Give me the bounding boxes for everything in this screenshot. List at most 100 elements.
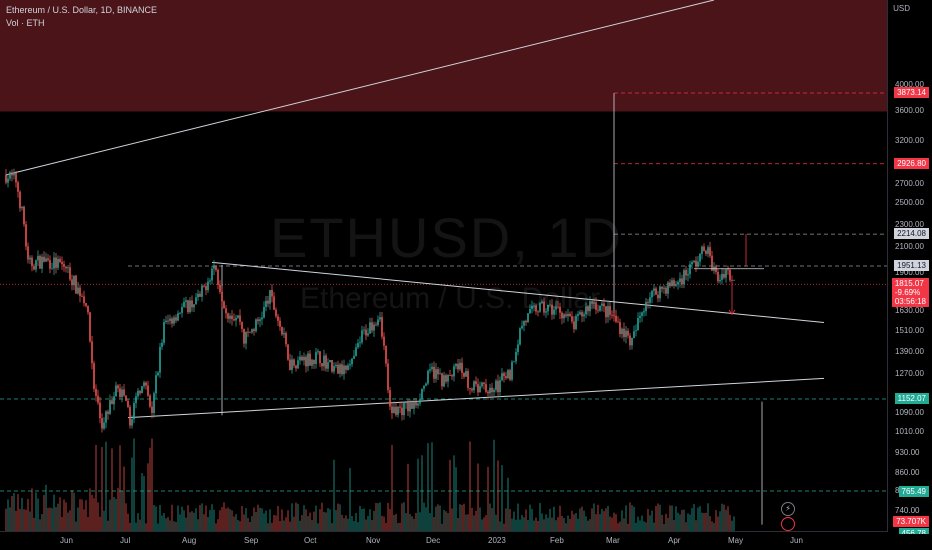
volume-bar bbox=[245, 508, 247, 532]
candle-body bbox=[77, 287, 79, 294]
tag-volume-current: 73.707K bbox=[893, 516, 929, 527]
volume-bar bbox=[307, 516, 309, 532]
volume-bar bbox=[401, 503, 403, 532]
volume-bar bbox=[705, 512, 707, 532]
candle-body bbox=[645, 301, 647, 312]
candle-body bbox=[169, 318, 171, 321]
candle-body bbox=[281, 326, 283, 335]
price-tick: 1510.00 bbox=[895, 325, 924, 335]
candle-body bbox=[33, 266, 35, 270]
volume-bar bbox=[279, 521, 281, 532]
volume-bar bbox=[389, 508, 391, 532]
volume-bar bbox=[543, 519, 545, 532]
candle-body bbox=[69, 267, 71, 280]
volume-bar bbox=[507, 477, 509, 532]
candle-body bbox=[57, 258, 59, 268]
candle-body bbox=[287, 344, 289, 360]
candle-body bbox=[647, 301, 649, 303]
time-scale[interactable]: Jun Jul Aug Sep Oct Nov Dec 2023 Feb Mar Apr May Jun bbox=[0, 531, 888, 550]
volume-bar bbox=[605, 508, 607, 532]
volume-bar bbox=[517, 503, 519, 532]
candle-body bbox=[585, 306, 587, 315]
current-current-price: 1815.07 bbox=[894, 279, 924, 289]
candle-body bbox=[539, 303, 541, 312]
candle-body bbox=[511, 361, 513, 380]
volume-bar bbox=[455, 467, 457, 532]
candle-body bbox=[635, 330, 637, 332]
candle-body bbox=[509, 370, 511, 380]
candle-body bbox=[323, 355, 325, 367]
volume-bar bbox=[645, 522, 647, 532]
candle-body bbox=[463, 372, 465, 377]
volume-bar bbox=[237, 519, 239, 532]
volume-bar bbox=[257, 504, 259, 532]
volume-bar bbox=[419, 512, 421, 532]
volume-bar bbox=[115, 498, 117, 532]
candle-body bbox=[439, 373, 441, 375]
candle-body bbox=[23, 206, 25, 225]
tag-1951: 1951.13 bbox=[894, 260, 929, 272]
volume-bar bbox=[103, 510, 105, 532]
volume-bar bbox=[467, 514, 469, 532]
candle-body bbox=[143, 382, 145, 387]
candle-body bbox=[709, 247, 711, 256]
candle-body bbox=[135, 396, 137, 404]
candle-body bbox=[275, 309, 277, 317]
candle-body bbox=[683, 270, 685, 285]
volume-bar bbox=[701, 512, 703, 532]
candle-body bbox=[587, 306, 589, 312]
candle-body bbox=[593, 302, 595, 304]
volume-bar bbox=[479, 507, 481, 532]
candle-body bbox=[225, 308, 227, 314]
candle-body bbox=[551, 304, 553, 315]
candle-body bbox=[93, 363, 95, 389]
candle-body bbox=[99, 402, 101, 419]
volume-bar bbox=[181, 506, 183, 532]
volume-bar bbox=[673, 520, 675, 532]
volume-bar bbox=[249, 522, 251, 532]
price-scale[interactable]: USD 4000.00 3600.00 3200.00 2700.00 2500.00 2… bbox=[887, 0, 932, 534]
candle-body bbox=[165, 320, 167, 322]
volume-bar bbox=[11, 495, 13, 532]
current-countdown: 03:56:18 bbox=[894, 297, 926, 307]
candle-body bbox=[213, 265, 215, 269]
volume-bar bbox=[109, 499, 111, 532]
volume-bar bbox=[501, 465, 503, 532]
alert-icon[interactable] bbox=[781, 517, 795, 531]
lightning-icon[interactable]: ⚡ bbox=[781, 502, 795, 516]
candle-body bbox=[363, 329, 365, 331]
volume-bar bbox=[55, 507, 57, 532]
candle-body bbox=[361, 330, 363, 343]
candle-body bbox=[543, 301, 545, 313]
volume-bar bbox=[671, 505, 673, 532]
volume-bar bbox=[665, 513, 667, 532]
candle-body bbox=[45, 258, 47, 262]
candle-body bbox=[349, 364, 351, 366]
volume-bars bbox=[5, 438, 735, 532]
candle-body bbox=[621, 328, 623, 335]
candle-body bbox=[251, 329, 253, 333]
volume-bar bbox=[379, 502, 381, 532]
candle-body bbox=[629, 335, 631, 346]
candle-body bbox=[705, 250, 707, 254]
candle-body bbox=[691, 262, 693, 265]
candle-body bbox=[541, 301, 543, 304]
volume-bar bbox=[179, 514, 181, 532]
candle-body bbox=[103, 422, 105, 429]
candle-body bbox=[633, 331, 635, 339]
volume-bar bbox=[535, 517, 537, 532]
candle-body bbox=[133, 403, 135, 420]
volume-bar bbox=[9, 507, 11, 532]
candle-body bbox=[13, 172, 15, 176]
candle-body bbox=[137, 390, 139, 397]
candle-body bbox=[433, 366, 435, 379]
volume-bar bbox=[265, 510, 267, 532]
tag-volume-ref: 765.49 bbox=[898, 486, 929, 497]
volume-bar bbox=[523, 517, 525, 532]
volume-bar bbox=[197, 519, 199, 532]
volume-bar bbox=[225, 508, 227, 532]
candle-body bbox=[555, 306, 557, 310]
volume-bar bbox=[317, 523, 319, 532]
volume-bar bbox=[481, 519, 483, 532]
